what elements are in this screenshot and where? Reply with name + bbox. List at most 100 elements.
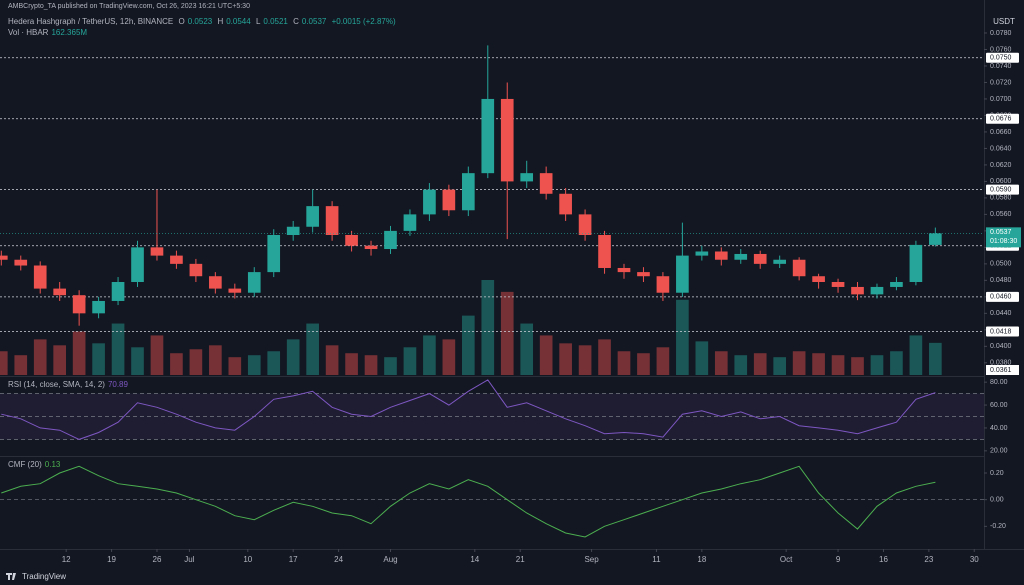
candle-body [267,235,281,273]
candle-body [384,230,397,250]
candle-body [870,286,884,295]
rsi-tick-label: 20.00 [990,448,1008,455]
cmf-tick-label: -0.20 [990,523,1006,530]
candle-body [851,286,864,295]
volume-bar [734,355,748,375]
cmf-tick-label: 0.20 [990,470,1004,477]
level-label: 0.0750 [990,55,1012,62]
volume-bar [345,353,358,375]
candle-body [150,247,164,256]
y-tick-label: 0.0380 [990,360,1012,367]
volume-bar [637,353,650,375]
volume-bar [598,339,611,375]
cmf-value: 0.13 [44,460,61,469]
price-box [986,227,1021,248]
volume-bar [189,349,203,375]
y-tick-label: 0.0660 [990,129,1012,136]
currency: USDT [993,17,1015,26]
c-value: 0.0537 [301,17,327,26]
o-value: 0.0523 [187,17,213,26]
change: +0.0015 (+2.87%) [331,17,396,26]
candle-body [131,247,144,282]
rsi-tick-label: 80.00 [990,379,1008,386]
volume-bar [14,355,28,375]
volume-bar [578,345,592,375]
vol-value: 162.365M [51,28,88,37]
candle-body [656,276,670,293]
candle-body [364,245,378,250]
h-value: 0.0544 [226,17,251,26]
level-label: 0.0590 [990,186,1012,193]
level-box [986,113,1019,124]
candle-body [209,276,222,289]
candle-body [72,295,86,314]
y-tick-label: 0.0700 [990,96,1012,103]
volume-bar [403,347,417,375]
candle-body [617,267,631,273]
x-tick-label: 30 [970,555,979,564]
x-tick-label: 26 [153,555,162,564]
y-tick-label: 0.0480 [990,277,1012,284]
volume-bar [209,345,222,375]
y-tick-label: 0.0620 [990,162,1012,169]
rsi-line [1,379,936,440]
volume-bar [131,347,144,375]
candle-body [559,193,572,215]
vol-label: Vol · HBAR [8,28,49,37]
candle-body [14,259,28,266]
symbol-line: Hedera Hashgraph / TetherUS, 12h, BINANC… [8,17,399,26]
volume-bar [851,357,864,375]
volume-bar [890,351,903,375]
candle-body [423,189,436,215]
volume-bar [773,357,786,375]
low-label: 0.0361 [990,367,1012,374]
x-tick-label: 14 [470,555,479,564]
cmf-tick-label: 0.00 [990,497,1004,504]
x-tick-label: Sep [584,555,599,564]
x-tick-label: 19 [107,555,116,564]
volume-bar [228,357,242,375]
volume-bar [111,323,125,375]
countdown: 01:08:30 [990,238,1017,245]
x-tick-label: 17 [289,555,298,564]
x-tick-label: 24 [334,555,343,564]
volume-bar [384,357,397,375]
candle-body [578,214,592,235]
candle-body [345,235,358,246]
rsi-header: RSI (14, close, SMA, 14, 2) 70.89 [8,380,131,389]
y-tick-label: 0.0440 [990,310,1012,317]
x-tick-label: Jul [184,555,194,564]
candle-body [831,282,845,287]
level-box [986,326,1019,337]
volume-bar [812,353,825,375]
o-label: O [178,17,185,26]
x-tick-label: 18 [697,555,706,564]
volume-bar [364,355,378,375]
volume-bar [617,351,631,375]
level-box [986,184,1019,195]
volume-bar [267,351,281,375]
y-tick-label: 0.0640 [990,145,1012,152]
cmf-title: CMF (20) [8,460,42,469]
candle-body [53,288,66,296]
candle-body [714,251,728,260]
volume-bar [559,343,572,375]
cmf-line [1,465,936,538]
volume-bar [170,353,183,375]
h-label: H [217,17,224,26]
level-label: 0.0460 [990,294,1012,301]
volume-bar [656,347,670,375]
y-tick-label: 0.0780 [990,30,1012,37]
candle-body [286,226,300,235]
volume-bar [909,335,923,375]
y-tick-label: 0.0500 [990,261,1012,268]
y-tick-label: 0.0740 [990,63,1012,70]
x-tick-label: 21 [516,555,525,564]
volume-bar [306,323,319,375]
volume-bar [481,280,495,375]
level-box [986,291,1019,302]
candle-body [753,253,767,264]
volume-line: Vol · HBAR 162.365M [8,28,90,37]
rsi-tick-label: 60.00 [990,402,1008,409]
price-label: 0.0537 [990,229,1012,236]
